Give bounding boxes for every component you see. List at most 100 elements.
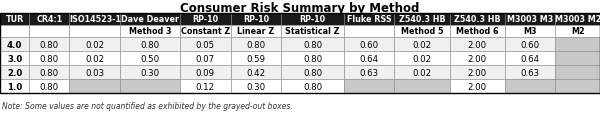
Text: 0.80: 0.80 — [303, 68, 322, 77]
Bar — [70, 52, 120, 65]
Bar — [29, 26, 70, 38]
Text: 1.0: 1.0 — [7, 82, 22, 91]
Bar — [29, 38, 70, 52]
Bar — [120, 26, 180, 38]
Bar — [344, 38, 394, 52]
Bar — [505, 65, 556, 79]
Bar — [281, 65, 344, 79]
Text: 2.00: 2.00 — [467, 82, 487, 91]
Bar — [120, 14, 180, 26]
Bar — [230, 52, 281, 65]
Text: RP-10: RP-10 — [243, 15, 269, 24]
Text: Dave Deaver: Dave Deaver — [121, 15, 179, 24]
Text: ISO14523-1: ISO14523-1 — [69, 15, 121, 24]
Text: 0.02: 0.02 — [412, 40, 431, 49]
Text: Method 3: Method 3 — [129, 27, 171, 36]
Text: 2.00: 2.00 — [467, 54, 487, 63]
Text: 0.80: 0.80 — [303, 54, 322, 63]
Text: RP-10: RP-10 — [299, 15, 326, 24]
Text: Consumer Risk Summary by Method: Consumer Risk Summary by Method — [181, 1, 419, 14]
Text: 0.80: 0.80 — [303, 82, 322, 91]
Bar — [556, 14, 600, 26]
Bar — [344, 14, 394, 26]
Text: 0.42: 0.42 — [247, 68, 265, 77]
Bar — [70, 38, 120, 52]
Bar — [70, 26, 120, 38]
Bar — [556, 26, 600, 38]
Bar — [29, 52, 70, 65]
Text: Note: Some values are not quantified as exhibited by the grayed-out boxes.: Note: Some values are not quantified as … — [2, 101, 293, 110]
Text: 2.0: 2.0 — [7, 68, 22, 77]
Text: 0.63: 0.63 — [521, 68, 539, 77]
Bar — [120, 79, 180, 93]
Bar — [394, 79, 449, 93]
Bar — [29, 14, 70, 26]
Bar — [505, 26, 556, 38]
Text: 0.80: 0.80 — [40, 82, 59, 91]
Text: 0.63: 0.63 — [359, 68, 379, 77]
Bar — [0, 14, 29, 26]
Bar — [556, 52, 600, 65]
Bar — [344, 52, 394, 65]
Bar — [556, 79, 600, 93]
Bar — [449, 79, 505, 93]
Text: 0.02: 0.02 — [85, 54, 104, 63]
Bar — [70, 14, 120, 26]
Text: 0.80: 0.80 — [303, 40, 322, 49]
Bar — [449, 26, 505, 38]
Text: Fluke RSS: Fluke RSS — [347, 15, 391, 24]
Bar — [505, 38, 556, 52]
Bar — [180, 14, 230, 26]
Bar — [230, 65, 281, 79]
Text: 0.80: 0.80 — [40, 54, 59, 63]
Text: 0.12: 0.12 — [196, 82, 215, 91]
Bar — [344, 26, 394, 38]
Text: RP-10: RP-10 — [192, 15, 218, 24]
Bar — [0, 14, 600, 93]
Bar — [0, 65, 29, 79]
Text: 0.03: 0.03 — [85, 68, 104, 77]
Bar — [0, 38, 29, 52]
Text: 0.60: 0.60 — [521, 40, 539, 49]
Bar — [0, 52, 29, 65]
Bar — [70, 65, 120, 79]
Bar — [394, 65, 449, 79]
Text: 2.00: 2.00 — [467, 40, 487, 49]
Text: 3.0: 3.0 — [7, 54, 22, 63]
Text: Statistical Z: Statistical Z — [285, 27, 340, 36]
Bar — [29, 79, 70, 93]
Bar — [394, 38, 449, 52]
Text: 0.50: 0.50 — [140, 54, 160, 63]
Text: 0.64: 0.64 — [521, 54, 539, 63]
Bar — [394, 26, 449, 38]
Bar — [120, 52, 180, 65]
Bar — [344, 79, 394, 93]
Text: Method 5: Method 5 — [401, 27, 443, 36]
Bar — [449, 65, 505, 79]
Text: 0.05: 0.05 — [196, 40, 215, 49]
Bar — [281, 52, 344, 65]
Bar — [394, 14, 449, 26]
Text: M3: M3 — [523, 27, 537, 36]
Text: 0.30: 0.30 — [247, 82, 265, 91]
Text: 0.80: 0.80 — [140, 40, 160, 49]
Text: 0.59: 0.59 — [247, 54, 265, 63]
Text: 2.00: 2.00 — [467, 68, 487, 77]
Text: Method 6: Method 6 — [456, 27, 499, 36]
Text: M3003 M3: M3003 M3 — [507, 15, 553, 24]
Bar — [505, 14, 556, 26]
Text: 0.80: 0.80 — [247, 40, 265, 49]
Bar — [281, 79, 344, 93]
Bar — [230, 79, 281, 93]
Text: 0.09: 0.09 — [196, 68, 215, 77]
Bar — [344, 65, 394, 79]
Bar — [70, 79, 120, 93]
Bar — [449, 14, 505, 26]
Text: Z540.3 HB: Z540.3 HB — [398, 15, 445, 24]
Text: 0.64: 0.64 — [359, 54, 379, 63]
Bar — [180, 52, 230, 65]
Bar — [180, 38, 230, 52]
Bar — [556, 65, 600, 79]
Text: 0.80: 0.80 — [40, 40, 59, 49]
Bar — [230, 38, 281, 52]
